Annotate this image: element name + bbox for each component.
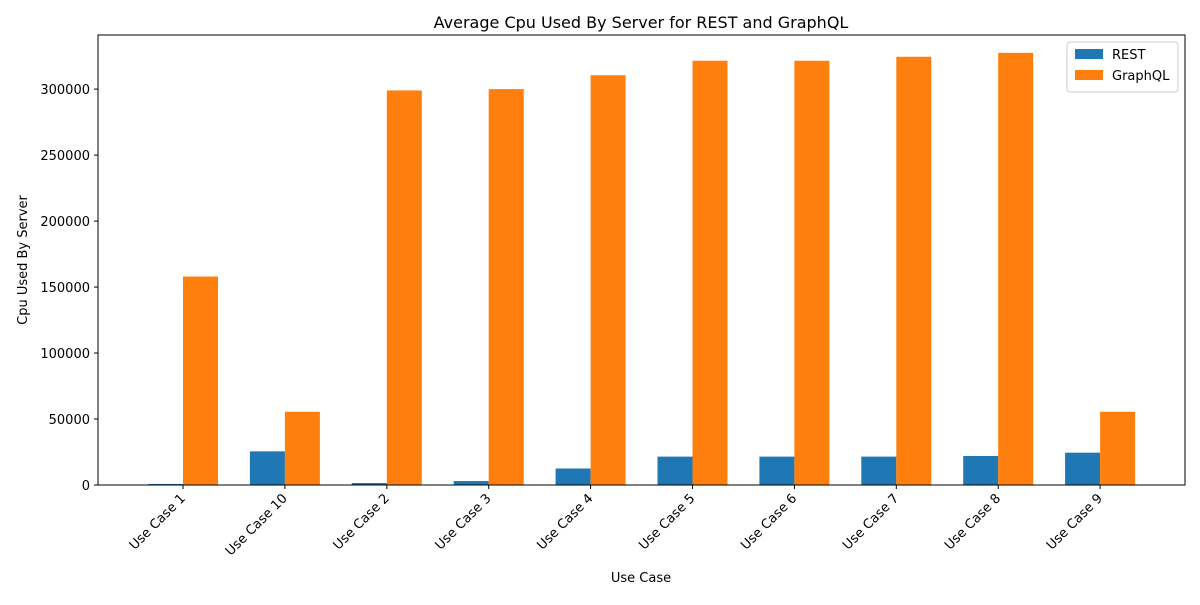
bar-rest-5 (555, 468, 591, 485)
chart-title: Average Cpu Used By Server for REST and … (434, 13, 849, 32)
legend-label-rest: REST (1112, 48, 1145, 63)
x-tick-label: Use Case 3 (433, 491, 495, 553)
x-tick-label: Use Case 9 (1044, 491, 1106, 553)
bar-graphql-10 (1100, 411, 1136, 485)
bar-graphql-2 (284, 411, 320, 485)
bar-rest-10 (1065, 452, 1101, 485)
x-tick-label: Use Case 5 (636, 491, 698, 553)
bar-graphql-7 (794, 60, 830, 485)
y-tick-label: 50000 (49, 413, 90, 428)
bar-rest-2 (249, 451, 285, 485)
x-tick-label: Use Case 8 (942, 491, 1004, 553)
bar-graphql-1 (183, 276, 218, 485)
bar-rest-8 (861, 456, 897, 485)
bars-layer (148, 52, 1136, 486)
y-axis: 0 50000 100000 150000 200000 250000 300000 (40, 83, 98, 494)
y-tick-label: 300000 (40, 83, 90, 98)
x-tick-label: Use Case 7 (840, 491, 902, 553)
y-tick-label: 200000 (40, 215, 90, 230)
x-tick-label: Use Case 2 (331, 491, 393, 553)
bar-graphql-9 (998, 52, 1034, 485)
x-tick-label: Use Case 1 (127, 491, 189, 553)
y-tick-label: 100000 (40, 347, 90, 362)
x-tick-label: Use Case 10 (223, 491, 291, 559)
bar-rest-1 (148, 483, 183, 485)
y-tick-label: 150000 (40, 281, 90, 296)
x-axis-label: Use Case (611, 571, 671, 586)
bar-graphql-3 (386, 90, 422, 486)
legend: REST GraphQL (1066, 41, 1179, 93)
bar-rest-7 (759, 456, 795, 485)
legend-swatch-rest (1075, 49, 1103, 59)
plot-frame (97, 34, 1186, 486)
bar-graphql-4 (488, 89, 524, 486)
bar-graphql-8 (896, 56, 932, 486)
y-tick-label: 250000 (40, 149, 90, 164)
bar-graphql-6 (692, 60, 728, 485)
x-axis: Use Case 1 Use Case 10 Use Case 2 Use Case … (127, 485, 1106, 559)
bar-rest-4 (453, 481, 489, 485)
x-tick-label: Use Case 6 (738, 491, 800, 553)
y-axis-label: Cpu Used By Server (16, 194, 31, 324)
x-tick-label: Use Case 4 (534, 491, 596, 553)
bar-rest-6 (657, 456, 693, 485)
legend-label-graphql: GraphQL (1112, 69, 1170, 84)
bar-rest-3 (351, 483, 387, 485)
y-tick-label: 0 (82, 479, 90, 494)
bar-graphql-5 (590, 75, 626, 485)
bar-rest-9 (963, 455, 999, 485)
legend-swatch-graphql (1075, 70, 1103, 80)
